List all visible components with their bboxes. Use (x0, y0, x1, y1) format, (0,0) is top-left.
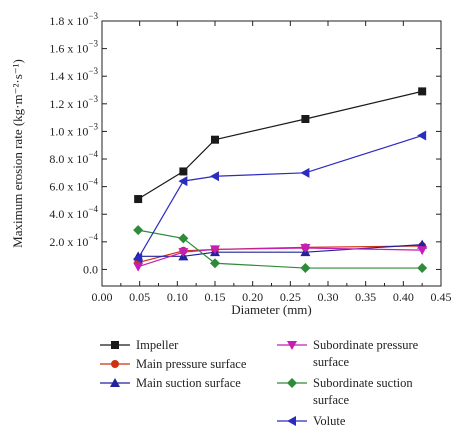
legend-label: Subordinate pressure (313, 338, 419, 352)
legend-label: Impeller (136, 338, 179, 352)
x-tick-label: 0.00 (92, 290, 113, 304)
data-point (178, 233, 189, 244)
x-tick-label: 0.20 (242, 290, 263, 304)
y-tick-label: 1.6 x 10−3 (49, 39, 98, 56)
series-layer (133, 87, 428, 274)
legend-marker (111, 341, 119, 349)
x-tick-label: 0.10 (167, 290, 188, 304)
x-tick-label: 0.35 (355, 290, 376, 304)
legend-marker (287, 378, 297, 388)
x-tick-label: 0.45 (431, 290, 452, 304)
y-tick-label: 6.0 x 10−4 (49, 177, 98, 194)
legend-marker (287, 416, 296, 426)
legend: Impeller Main pressure surface Main suctio… (100, 338, 419, 428)
series-subordinate-pressure-surface (133, 244, 428, 272)
legend-label: Main suction surface (136, 376, 241, 390)
y-tick-label: 4.0 x 10−4 (49, 204, 98, 221)
x-tick-label: 0.25 (280, 290, 301, 304)
series-line (137, 90, 423, 200)
legend-entry-main-suction-surface: Main suction surface (100, 376, 241, 390)
data-point (417, 130, 427, 141)
legend-label-cont: surface (313, 393, 350, 407)
legend-entry-subordinate-suction-surface: Subordinate suction surface (277, 376, 413, 407)
data-point (133, 253, 143, 264)
y-tick-label: 1.0 x 10−3 (49, 121, 98, 138)
data-point (179, 167, 188, 176)
data-point (211, 135, 219, 144)
data-point (178, 248, 189, 258)
data-point (301, 114, 310, 123)
x-axis-title: Diameter (mm) (231, 302, 312, 317)
x-tick-label: 0.05 (129, 290, 150, 304)
series-impeller (134, 87, 427, 204)
data-point (210, 171, 219, 182)
data-point (178, 176, 188, 187)
data-point (134, 195, 143, 204)
data-point (417, 263, 428, 274)
legend-label-cont: surface (313, 355, 350, 369)
data-point (300, 244, 311, 254)
x-tick-label: 0.15 (205, 290, 226, 304)
data-point (133, 262, 144, 272)
y-tick-label: 8.0 x 10−4 (49, 149, 98, 166)
data-point (418, 87, 427, 96)
legend-marker (110, 378, 120, 387)
y-tick-label: 2.0 x 10−4 (49, 232, 98, 249)
legend-marker (111, 360, 119, 368)
y-tick-label: 0.0 (83, 262, 98, 276)
legend-label: Volute (313, 414, 346, 428)
legend-entry-volute: Volute (277, 414, 346, 428)
legend-label: Main pressure surface (136, 357, 247, 371)
data-point (300, 263, 311, 274)
series-subordinate-suction-surface (133, 225, 428, 274)
y-tick-label: 1.4 x 10−3 (49, 66, 98, 83)
legend-entry-impeller: Impeller (100, 338, 179, 352)
legend-entry-main-pressure-surface: Main pressure surface (100, 357, 247, 371)
y-tick-label: 1.8 x 10−3 (49, 11, 98, 28)
legend-entry-subordinate-pressure-surface: Subordinate pressure surface (277, 338, 419, 369)
data-point (300, 167, 310, 178)
data-point (417, 246, 428, 256)
y-tick-label: 1.2 x 10−3 (49, 94, 98, 111)
axes: 0.00 0.05 0.10 0.15 0.20 0.25 0.30 0.35 0.40 0.45… (10, 11, 452, 317)
legend-marker (287, 341, 297, 350)
y-axis-title: Maximum erosion rate (kg·m⁻²·s⁻¹) (10, 59, 25, 248)
x-tick-label: 0.30 (318, 290, 339, 304)
legend-label: Subordinate suction (313, 376, 413, 390)
data-point (210, 258, 220, 269)
series-volute (133, 130, 427, 264)
data-point (133, 225, 144, 236)
data-point (210, 245, 220, 255)
x-tick-label: 0.40 (393, 290, 414, 304)
